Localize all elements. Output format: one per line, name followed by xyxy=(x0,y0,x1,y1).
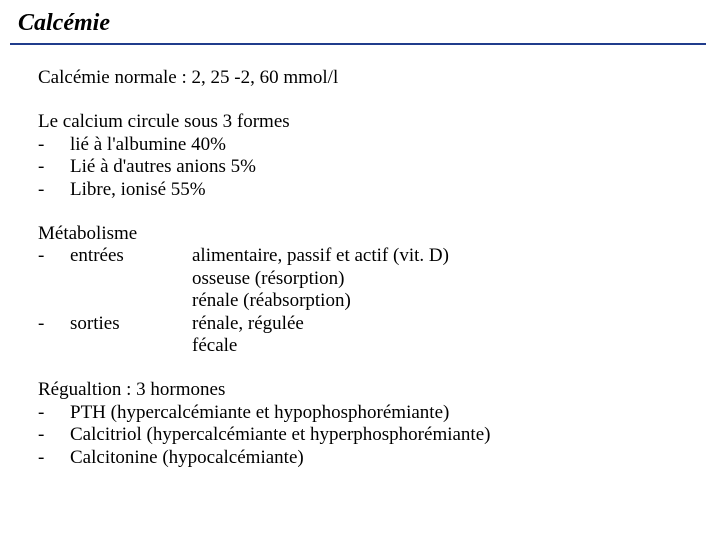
bullet-indent xyxy=(46,313,70,335)
bullet-indent xyxy=(46,424,70,446)
bullet-dash: - xyxy=(38,179,46,201)
entries-text: osseuse (résorption) xyxy=(192,268,345,290)
indent-spacer xyxy=(38,290,192,312)
list-item: - PTH (hypercalcémiante et hypophosphoré… xyxy=(38,402,710,424)
list-item: - Calcitonine (hypocalcémiante) xyxy=(38,447,710,469)
bullet-indent xyxy=(46,134,70,156)
form-item-text: lié à l'albumine 40% xyxy=(70,134,226,156)
bullet-dash: - xyxy=(38,402,46,424)
list-item: - lié à l'albumine 40% xyxy=(38,134,710,156)
bullet-dash: - xyxy=(38,424,46,446)
form-item-text: Lié à d'autres anions 5% xyxy=(70,156,256,178)
list-item: - Calcitriol (hypercalcémiante et hyperp… xyxy=(38,424,710,446)
form-item-text: Libre, ionisé 55% xyxy=(70,179,206,201)
regulation-block: Régualtion : 3 hormones - PTH (hypercalc… xyxy=(38,379,710,469)
forms-block: Le calcium circule sous 3 formes - lié à… xyxy=(38,111,710,201)
outputs-text: rénale, régulée xyxy=(192,313,304,335)
slide-title: Calcémie xyxy=(18,10,720,37)
title-area: Calcémie xyxy=(0,0,720,37)
bullet-indent xyxy=(46,447,70,469)
outputs-text: fécale xyxy=(192,335,237,357)
regulation-heading: Régualtion : 3 hormones xyxy=(38,379,710,401)
forms-heading: Le calcium circule sous 3 formes xyxy=(38,111,710,133)
entries-text: alimentaire, passif et actif (vit. D) xyxy=(192,245,449,267)
bullet-dash: - xyxy=(38,245,46,267)
bullet-dash: - xyxy=(38,156,46,178)
normal-range-block: Calcémie normale : 2, 25 -2, 60 mmol/l xyxy=(38,67,710,89)
bullet-dash: - xyxy=(38,134,46,156)
bullet-indent xyxy=(46,402,70,424)
list-item: - Lié à d'autres anions 5% xyxy=(38,156,710,178)
bullet-indent xyxy=(46,245,70,267)
metabolism-heading: Métabolisme xyxy=(38,223,710,245)
body-area: Calcémie normale : 2, 25 -2, 60 mmol/l L… xyxy=(0,45,720,469)
regulation-item-text: Calcitriol (hypercalcémiante et hyperpho… xyxy=(70,424,490,446)
list-item: - sorties rénale, régulée xyxy=(38,313,710,335)
slide: Calcémie Calcémie normale : 2, 25 -2, 60… xyxy=(0,0,720,540)
bullet-dash: - xyxy=(38,313,46,335)
list-item: - Libre, ionisé 55% xyxy=(38,179,710,201)
outputs-label: sorties xyxy=(70,313,192,335)
bullet-indent xyxy=(46,156,70,178)
bullet-dash: - xyxy=(38,447,46,469)
list-item: osseuse (résorption) xyxy=(38,268,710,290)
normal-range-text: Calcémie normale : 2, 25 -2, 60 mmol/l xyxy=(38,67,710,89)
regulation-item-text: Calcitonine (hypocalcémiante) xyxy=(70,447,304,469)
entries-text: rénale (réabsorption) xyxy=(192,290,351,312)
list-item: rénale (réabsorption) xyxy=(38,290,710,312)
entries-label: entrées xyxy=(70,245,192,267)
list-item: - entrées alimentaire, passif et actif (… xyxy=(38,245,710,267)
regulation-item-text: PTH (hypercalcémiante et hypophosphorémi… xyxy=(70,402,449,424)
bullet-indent xyxy=(46,179,70,201)
indent-spacer xyxy=(38,335,192,357)
indent-spacer xyxy=(38,268,192,290)
metabolism-block: Métabolisme - entrées alimentaire, passi… xyxy=(38,223,710,357)
list-item: fécale xyxy=(38,335,710,357)
